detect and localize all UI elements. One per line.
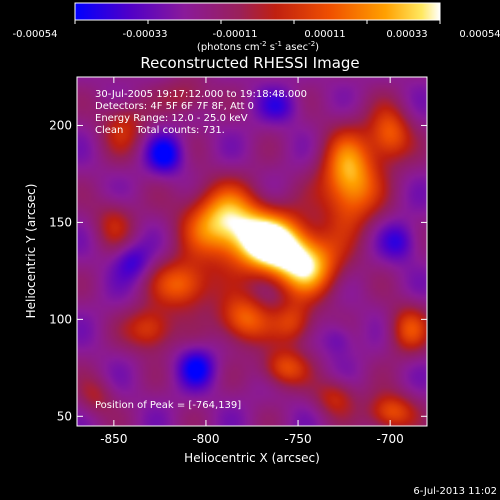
footer-timestamp: 6-Jul-2013 11:02: [413, 486, 497, 497]
x-tick-label: -700: [377, 432, 404, 446]
colorbar-tick-label: -0.00054: [13, 29, 58, 40]
colorbar-ticks: -0.00054 -0.00033 -0.00011 0.00011 0.00033 0.…: [13, 20, 500, 40]
plot-frame: [76, 76, 428, 427]
x-axis-label: Heliocentric X (arcsec): [184, 451, 320, 465]
colorbar-tick-label: 0.00033: [386, 29, 427, 40]
peak-position-label: Position of Peak = [-764,139]: [95, 400, 241, 411]
info-energy-range: Energy Range: 12.0 - 25.0 keV: [95, 113, 248, 124]
info-time-range: 30-Jul-2005 19:17:12.000 to 19:18:48.000: [95, 89, 307, 100]
y-tick-label: 150: [49, 215, 72, 229]
x-tick-label: -850: [100, 432, 127, 446]
y-tick-label: 50: [57, 409, 72, 423]
plot-area: -850 -800 -750 -700 50 100 150 200: [49, 76, 428, 446]
colorbar-unit-label: (photons cm-2 s-1 asec-2): [197, 40, 319, 53]
chart-title: Reconstructed RHESSI Image: [140, 54, 359, 72]
colorbar-tick-label: 0.00054: [459, 29, 500, 40]
colorbar-tick-label: 0.00011: [304, 29, 345, 40]
colorbar-tick-label: -0.00011: [213, 29, 258, 40]
info-counts: Clean Total counts: 731.: [95, 125, 225, 136]
info-block: 30-Jul-2005 19:17:12.000 to 19:18:48.000…: [95, 89, 307, 136]
x-tick-label: -800: [192, 432, 219, 446]
y-tick-label: 200: [49, 118, 72, 132]
x-axis-ticks: -850 -800 -750 -700: [100, 77, 404, 446]
heatmap-image: [77, 77, 427, 426]
colorbar: [74, 2, 441, 21]
x-tick-label: -750: [284, 432, 311, 446]
colorbar-tick-label: -0.00033: [123, 29, 168, 40]
info-detectors: Detectors: 4F 5F 6F 7F 8F, Att 0: [95, 101, 254, 112]
y-axis-label: Heliocentric Y (arcsec): [24, 184, 38, 319]
y-axis-ticks: 50 100 150 200: [49, 118, 427, 423]
y-tick-label: 100: [49, 312, 72, 326]
